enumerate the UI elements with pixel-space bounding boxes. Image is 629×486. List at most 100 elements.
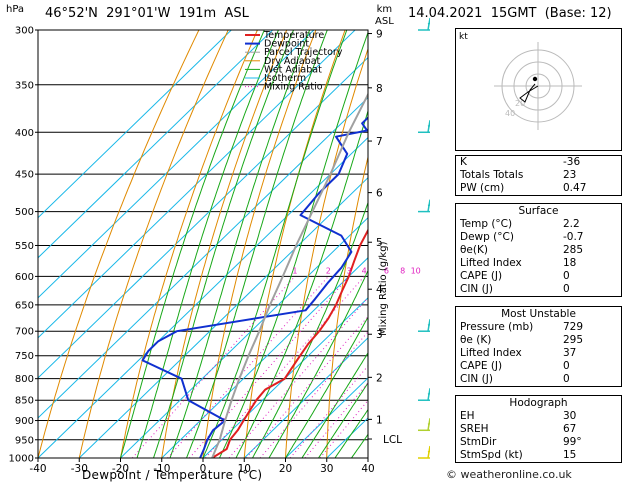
wind-barb-feather xyxy=(427,422,430,425)
temperature-tick-label: 40 xyxy=(361,463,374,475)
wet-adiabat-line xyxy=(252,201,368,458)
hodograph-indices-table: EH 30 SREH 67 StmDir 99° StmSpd (kt) 15 xyxy=(456,410,623,462)
pressure-tick-label: 750 xyxy=(15,351,34,362)
pressure-tick-label: 300 xyxy=(15,26,34,37)
dry-adiabat-line xyxy=(408,30,430,458)
pressure-tick-label: 950 xyxy=(15,435,34,446)
height-tick-label: 7 xyxy=(376,136,383,148)
most-unstable-table: Pressure (mb) 729 θe (K) 295 Lifted Index 37 C… xyxy=(456,321,623,386)
surface-table: Temp (°C) 2.2 Dewp (°C) -0.7 θe(K) 285 Lifted … xyxy=(456,218,623,296)
legend-label: Wet Adiabat xyxy=(264,64,322,75)
temperature-tick-label: -10 xyxy=(153,463,170,475)
index-value: 285 xyxy=(563,244,584,256)
pressure-unit-label: hPa xyxy=(6,4,25,15)
mixing-ratio-line xyxy=(205,276,365,458)
height-tick-label: 6 xyxy=(376,188,383,200)
index-row: StmSpd (kt) 15 xyxy=(456,449,623,462)
height-tick-label: 4 xyxy=(376,284,383,296)
sounding-datetime: 14.04.2021 15GMT (Base: 12) xyxy=(408,6,612,21)
isotherm-line xyxy=(202,297,368,458)
index-label: CAPE (J) xyxy=(460,270,503,282)
index-row: Lifted Index 18 xyxy=(456,257,623,270)
index-label: EH xyxy=(460,410,475,422)
mixing-ratio-label: 6 xyxy=(384,266,389,275)
wet-adiabat-line xyxy=(235,109,368,458)
storm-motion-marker xyxy=(532,76,538,82)
dry-adiabat-line xyxy=(243,30,346,458)
isotherm-line xyxy=(161,257,368,458)
index-value: 0 xyxy=(563,373,570,385)
index-label: Totals Totals xyxy=(460,169,524,181)
index-row: CIN (J) 0 xyxy=(456,373,623,386)
pressure-tick-label: 1000 xyxy=(9,454,34,465)
wet-adiabat-line xyxy=(351,433,368,458)
km-label: km xyxy=(376,4,393,15)
legend-label: Isotherm xyxy=(264,73,306,84)
wet-adiabat-line xyxy=(334,408,368,458)
height-unit-label: km ASL xyxy=(375,4,394,28)
pressure-tick-label: 800 xyxy=(15,374,34,385)
wet-adiabat-line xyxy=(120,30,265,458)
index-row: SREH 67 xyxy=(456,423,623,436)
surface-box: Surface Temp (°C) 2.2 Dewp (°C) -0.7 θe(K) 28… xyxy=(455,203,622,297)
index-value: 30 xyxy=(563,410,577,422)
credit-text: © weatheronline.co.uk xyxy=(446,468,572,481)
isotherm-line xyxy=(285,377,368,458)
hodograph-indices-title: Hodograph xyxy=(509,397,568,409)
index-row: EH 30 xyxy=(456,410,623,423)
isotherm-line xyxy=(38,30,356,339)
height-tick-label: 9 xyxy=(376,29,383,41)
surface-title: Surface xyxy=(518,205,559,217)
index-label: Pressure (mb) xyxy=(460,321,534,333)
wind-barbs xyxy=(418,17,430,459)
pressure-tick-label: 700 xyxy=(15,327,34,338)
temperature-tick-label: 30 xyxy=(320,463,333,475)
index-row: StmDir 99° xyxy=(456,436,623,449)
index-row: Lifted Index 37 xyxy=(456,347,623,360)
dewpoint-line xyxy=(141,116,368,458)
index-label: SREH xyxy=(460,423,489,435)
wet-adiabat-line xyxy=(136,30,279,458)
legend-label: Temperature xyxy=(263,30,324,41)
wet-adiabat-line xyxy=(318,382,368,458)
wind-barb-feather xyxy=(427,204,430,207)
mixing-ratio-label: 8 xyxy=(400,266,405,275)
index-value: 0.47 xyxy=(563,182,587,194)
hodograph-indices-box: Hodograph EH 30 SREH 67 StmDir 99° StmSpd (kt)… xyxy=(455,395,622,463)
index-value: 295 xyxy=(563,334,584,346)
index-label: θe (K) xyxy=(460,334,492,346)
index-label: CIN (J) xyxy=(460,283,493,295)
wet-adiabat-line xyxy=(202,30,348,458)
dry-adiabat-line xyxy=(120,30,258,458)
index-value: -0.7 xyxy=(563,231,584,243)
mixing-ratio-line xyxy=(131,276,296,458)
mixing-ratio-axis-title: Mixing Ratio (g/kg) xyxy=(378,241,389,336)
isotherm-line xyxy=(38,30,232,219)
index-row: θe(K) 285 xyxy=(456,244,623,257)
pressure-tick-label: 350 xyxy=(15,80,34,91)
chart-grid xyxy=(38,30,430,458)
index-value: 2.2 xyxy=(563,218,580,230)
wet-adiabat-line xyxy=(186,30,328,458)
wet-adiabat-line xyxy=(301,351,368,458)
indices-top-box: K -36 Totals Totals 23 PW (cm) 0.47 xyxy=(455,155,622,196)
most-unstable-box: Most Unstable Pressure (mb) 729 θe (K) 295 L… xyxy=(455,306,622,387)
index-row: Pressure (mb) 729 xyxy=(456,321,623,334)
isotherm-line xyxy=(38,56,368,379)
wind-barb-feather xyxy=(427,323,430,326)
mixing-ratio-line xyxy=(167,276,329,458)
temperature-tick-label: 20 xyxy=(279,463,292,475)
isotherm-line xyxy=(38,30,315,299)
dry-adiabat-line xyxy=(161,30,288,458)
index-value: 0 xyxy=(563,283,570,295)
wind-barb-feather xyxy=(427,124,430,127)
indices-top-table: K -36 Totals Totals 23 PW (cm) 0.47 xyxy=(456,156,623,195)
index-value: 15 xyxy=(563,449,577,461)
index-label: StmSpd (kt) xyxy=(460,449,523,461)
pressure-tick-label: 450 xyxy=(15,170,34,181)
wet-adiabat-line xyxy=(268,269,368,458)
index-row: Dewp (°C) -0.7 xyxy=(456,231,623,244)
chart-series xyxy=(141,92,368,458)
